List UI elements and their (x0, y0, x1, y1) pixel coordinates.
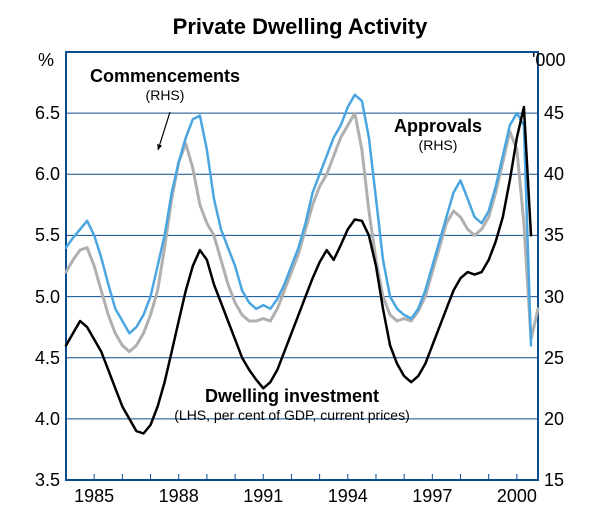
tick-label: 5.0 (12, 287, 60, 308)
dwelling-sublabel: (LHS, per cent of GDP, current prices) (174, 407, 410, 423)
tick-label: 40 (544, 164, 592, 185)
tick-label: 15 (544, 470, 592, 491)
tick-label: 1994 (323, 486, 373, 507)
tick-label: 6.5 (12, 103, 60, 124)
tick-label: 20 (544, 409, 592, 430)
dwelling-label: Dwelling investment (LHS, per cent of GD… (172, 386, 412, 425)
tick-label: 1988 (154, 486, 204, 507)
tick-label: 25 (544, 348, 592, 369)
approvals-label-text: Approvals (394, 116, 482, 136)
tick-label: 4.0 (12, 409, 60, 430)
commencements-sublabel: (RHS) (146, 87, 185, 103)
commencements-label: Commencements (RHS) (45, 66, 285, 105)
tick-label: 2000 (492, 486, 542, 507)
commencements-label-text: Commencements (90, 66, 240, 86)
y-right-unit: '000 (532, 50, 565, 71)
tick-label: 1997 (407, 486, 457, 507)
tick-label: 6.0 (12, 164, 60, 185)
tick-label: 1985 (69, 486, 119, 507)
tick-label: 4.5 (12, 348, 60, 369)
tick-label: 30 (544, 287, 592, 308)
dwelling-label-text: Dwelling investment (205, 386, 379, 406)
tick-label: 3.5 (12, 470, 60, 491)
approvals-label: Approvals (RHS) (318, 116, 558, 155)
tick-label: 35 (544, 225, 592, 246)
approvals-sublabel: (RHS) (419, 137, 458, 153)
tick-label: 1991 (238, 486, 288, 507)
tick-label: 5.5 (12, 225, 60, 246)
